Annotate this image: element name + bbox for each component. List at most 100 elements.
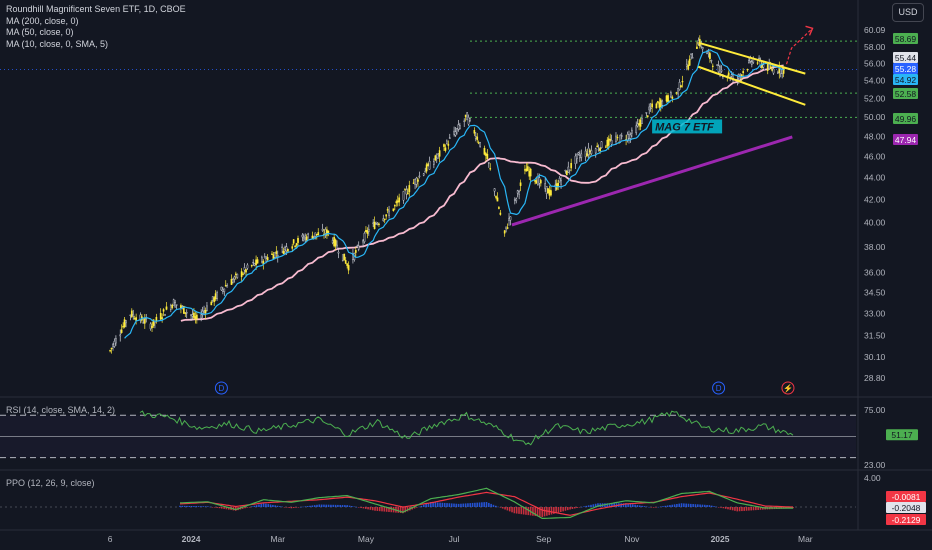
ppo-histogram-bar — [265, 503, 267, 507]
candle-body — [357, 245, 360, 250]
ppo-histogram-bar — [483, 502, 485, 507]
ppo-histogram-bar — [453, 503, 455, 507]
candle-body — [641, 118, 643, 124]
ppo-histogram-bar — [717, 507, 720, 508]
ppo-histogram-bar — [485, 502, 488, 507]
ppo-histogram-bar — [443, 502, 446, 507]
ppo-histogram-bar — [696, 504, 699, 507]
ppo-histogram-bar — [701, 504, 704, 507]
ppo-histogram-bar — [694, 504, 697, 507]
ma10-line — [124, 49, 784, 339]
candle-body — [246, 264, 249, 269]
candle-body — [230, 278, 233, 285]
price-tick-label: 58.00 — [864, 42, 886, 52]
candle-body — [448, 137, 451, 139]
candle-body — [433, 161, 435, 165]
candle-body — [245, 269, 247, 273]
ppo-histogram-bar — [253, 505, 256, 507]
legend-ma10[interactable]: MA (10, close, 0, SMA, 5) — [6, 38, 109, 49]
ppo-histogram-bar — [636, 505, 639, 507]
candle-body — [515, 198, 518, 202]
candle-body — [363, 232, 366, 242]
candle-body — [675, 92, 678, 94]
ppo-histogram-bar — [327, 504, 330, 507]
ppo-histogram-bar — [374, 507, 376, 511]
ppo-histogram-bar — [506, 507, 509, 511]
ppo-histogram-bar — [420, 505, 423, 507]
candle-body — [256, 259, 259, 264]
currency-button[interactable]: USD — [892, 3, 924, 22]
ppo-histogram-bar — [643, 506, 646, 507]
ppo-histogram-bar — [520, 507, 523, 515]
ppo-histogram-bar — [341, 505, 344, 507]
candle-body — [110, 347, 113, 350]
ppo-histogram-bar — [302, 506, 304, 508]
ppo-histogram-bar — [722, 507, 725, 509]
candle-body — [214, 293, 217, 300]
candle-body — [292, 239, 295, 244]
candle-body — [375, 223, 377, 225]
candle-body — [544, 183, 547, 189]
candle-body — [667, 95, 669, 103]
ppo-histogram-bar — [762, 507, 764, 510]
ppo-histogram-bar — [508, 507, 511, 512]
candle-body — [155, 316, 158, 322]
price-tick-label: 40.00 — [864, 218, 886, 228]
price-tick-label: 48.00 — [864, 131, 886, 141]
candle-body — [162, 309, 165, 312]
candle-body — [567, 166, 570, 173]
candle-body — [464, 114, 467, 117]
candle-body — [437, 153, 440, 155]
ppo-histogram-bar — [290, 507, 293, 509]
candle-body — [678, 82, 681, 90]
candle-body — [236, 273, 239, 278]
ppo-histogram-bar — [204, 506, 207, 507]
legend-symbol[interactable]: Roundhill Magnificent Seven ETF, 1D, CBO… — [6, 4, 186, 14]
candle-body — [393, 205, 396, 207]
candle-body — [489, 168, 492, 170]
ppo-histogram-bar — [214, 507, 216, 508]
ppo-histogram-bar — [513, 507, 516, 514]
ppo-histogram-bar — [360, 507, 362, 508]
ppo-histogram-bar — [731, 507, 734, 511]
rsi-legend[interactable]: RSI (14, close, SMA, 14, 2) — [6, 405, 116, 415]
ppo-histogram-bar — [676, 503, 678, 507]
candle-body — [645, 112, 648, 114]
price-tick-label: 38.00 — [864, 242, 886, 252]
candle-body — [263, 255, 266, 259]
candle-body — [354, 250, 357, 253]
ppo-histogram-bar — [727, 507, 729, 510]
ppo-histogram-bar — [655, 507, 657, 508]
candle-body — [365, 230, 367, 232]
candle-body — [584, 150, 587, 157]
candle-body — [443, 144, 445, 147]
legend-ma50[interactable]: MA (50, close, 0) — [6, 27, 74, 37]
candle-body — [184, 312, 187, 314]
candle-body — [145, 318, 148, 320]
candle-body — [469, 118, 471, 121]
legend-ma200[interactable]: MA (200, close, 0) — [6, 15, 79, 26]
candle-body — [459, 125, 461, 129]
candle-body — [768, 64, 771, 70]
annotation-box — [652, 119, 723, 134]
ppo-histogram-bar — [690, 503, 692, 507]
ppo-value-box — [886, 514, 926, 525]
candle-body — [172, 299, 175, 306]
ppo-legend[interactable]: PPO (12, 26, 9, close) — [6, 478, 95, 488]
candle-body — [223, 288, 226, 292]
candle-body — [435, 157, 438, 159]
ppo-histogram-bar — [429, 502, 432, 507]
x-tick-label: Nov — [624, 534, 640, 544]
candle-body — [746, 69, 749, 71]
ppo-histogram-bar — [371, 507, 374, 511]
candle-body — [479, 141, 481, 147]
candle-body — [382, 218, 385, 221]
candle-body — [777, 72, 779, 74]
ppo-histogram-bar — [441, 502, 444, 507]
breakout-arrow-head — [805, 25, 814, 36]
ppo-histogram-bar — [269, 504, 272, 507]
candle-body — [343, 253, 346, 261]
candle-body — [717, 65, 720, 72]
ppo-histogram-bar — [611, 503, 613, 507]
